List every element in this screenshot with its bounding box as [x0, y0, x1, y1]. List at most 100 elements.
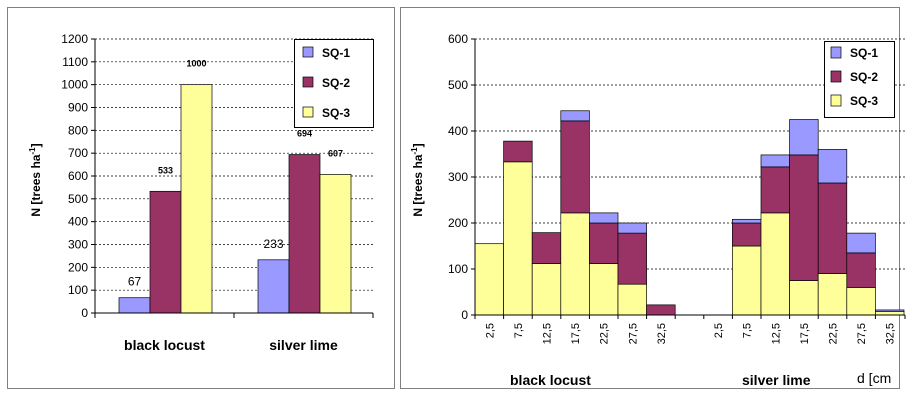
left-y-tick-label: 100: [68, 283, 88, 297]
right-bar-sq-3-10: [760, 212, 790, 316]
left-y-tick-label: 1100: [62, 55, 88, 69]
left-y-tick-label: 1000: [61, 78, 88, 92]
right-legend-swatch-sq3: [830, 94, 842, 107]
right-bar-sq-3-12: [817, 273, 848, 316]
right-x-tick-label: 22,5: [599, 323, 611, 344]
left-y-tick-label: 900: [68, 101, 88, 115]
left-legend-label-sq1: SQ-1: [322, 46, 350, 60]
right-y-tick-label: 200: [448, 216, 468, 230]
right-x-tick-label: 22,5: [828, 323, 840, 344]
left-bar-sq-2-0: [149, 190, 182, 314]
right-y-tick-label: 100: [448, 262, 468, 276]
left-chart: 0 100 200 300 400 500 600 700 800 900 1000 1100 1200…: [28, 32, 374, 353]
right-bar-sq-1-12: [817, 149, 848, 184]
right-bar-sq-3-1: [503, 161, 533, 316]
left-bar-sq-1-1: [257, 259, 290, 314]
left-data-label: 1000: [186, 59, 206, 69]
right-bar-sq-3-2: [531, 263, 562, 316]
right-x-tick-label: 2,5: [713, 323, 725, 338]
left-bar-sq-3-0: [180, 84, 213, 314]
left-legend-swatch-sq1: [302, 46, 314, 58]
right-x-tick-label: 7,5: [513, 323, 525, 338]
left-y-tick-label: 200: [68, 260, 88, 274]
right-y-tick-label: 500: [448, 78, 468, 92]
right-legend-label-sq2: SQ-2: [850, 70, 878, 84]
right-bar-sq-3-3: [560, 212, 590, 316]
right-bar-sq-1-13: [846, 232, 876, 254]
left-legend: SQ-1 SQ-2 SQ-3: [294, 39, 374, 128]
right-x-tick-label: 17,5: [570, 323, 582, 344]
right-bars: [474, 110, 905, 316]
right-bar-sq-3-11: [789, 280, 819, 316]
right-legend-label-sq1: SQ-1: [850, 46, 878, 60]
right-group-label-black-locust: black locust: [510, 372, 591, 388]
left-category-label: silver lime: [269, 337, 338, 353]
right-bar-sq-2-11: [789, 154, 819, 281]
right-bar-sq-1-10: [760, 154, 790, 168]
right-x-tick-label: 32,5: [885, 323, 897, 344]
left-data-label: 233: [263, 237, 283, 251]
left-bar-sq-1-0: [118, 297, 151, 314]
left-bar-sq-2-1: [288, 154, 321, 314]
right-bar-sq-3-14: [875, 310, 905, 316]
right-bar-sq-3-5: [617, 283, 647, 316]
right-bar-sq-2-10: [760, 166, 790, 214]
left-y-tick-label: 500: [68, 192, 88, 206]
right-x-tick-label: 32,5: [656, 323, 668, 344]
right-bar-sq-2-13: [846, 252, 876, 288]
right-legend-label-sq3: SQ-3: [850, 94, 878, 108]
right-bar-sq-1-3: [560, 110, 590, 122]
left-data-labels: 67 533 1000 233 694 607: [128, 59, 343, 289]
left-legend-swatch-sq3: [302, 106, 314, 118]
right-x-axis-label: d [cm: [857, 370, 891, 386]
right-bar-sq-3-4: [589, 263, 619, 316]
right-x-tick-label: 2,5: [484, 323, 496, 338]
right-bar-sq-1-14: [875, 309, 905, 312]
right-x-tick-label: 27,5: [627, 323, 639, 344]
right-y-tick-label: 0: [461, 308, 468, 322]
right-x-tick-label: 17,5: [799, 323, 811, 344]
left-y-tick-label: 700: [68, 146, 88, 160]
right-bar-sq-2-3: [560, 120, 590, 214]
right-bar-sq-2-2: [531, 232, 562, 264]
left-category-label: black locust: [124, 337, 205, 353]
left-legend-swatch-sq2: [302, 76, 314, 88]
right-bar-sq-3-9: [732, 245, 762, 316]
left-y-tick-label: 0: [81, 306, 88, 320]
right-x-tick-label: 12,5: [770, 323, 782, 344]
left-y-tick-label: 600: [68, 169, 88, 183]
left-y-axis-label: N [trees ha-1]: [28, 143, 43, 216]
left-legend-label-sq3: SQ-3: [322, 106, 350, 120]
right-bar-sq-1-11: [789, 119, 819, 156]
right-bar-sq-1-5: [617, 222, 647, 234]
left-y-tick-label: 800: [68, 123, 88, 137]
right-bar-sq-1-4: [589, 212, 619, 224]
right-bar-sq-3-13: [846, 287, 876, 316]
left-data-label: 533: [158, 165, 173, 175]
left-bars: [118, 84, 352, 314]
right-group-label-silver-lime: silver lime: [742, 372, 811, 388]
right-chart: 0 100 200 300 400 500 600 2,5 7,5 12,5 17,5 22,5 27…: [410, 32, 906, 388]
right-x-tick-label: 7,5: [742, 323, 754, 338]
right-x-tick-labels: 2,5 7,5 12,5 17,5 22,5 27,5 32,5 2,5 7,5 12,5 17,5…: [484, 323, 896, 344]
right-x-tick-label: 27,5: [856, 323, 868, 344]
left-data-label: 607: [328, 148, 343, 158]
left-y-tick-label: 300: [68, 238, 88, 252]
right-y-axis-label: N [trees ha-1]: [410, 143, 425, 216]
right-bar-sq-2-12: [817, 182, 848, 274]
right-bar-sq-2-6: [646, 304, 676, 316]
right-legend-swatch-sq1: [830, 46, 842, 59]
right-bar-sq-3-0: [474, 243, 504, 316]
left-y-tick-label: 1200: [61, 32, 88, 46]
right-y-tick-label: 600: [448, 32, 468, 46]
right-x-tick-label: 12,5: [542, 323, 554, 344]
right-legend-swatch-sq2: [830, 70, 842, 83]
left-category-labels: black locust silver lime: [124, 337, 338, 353]
right-y-tick-label: 300: [448, 170, 468, 184]
left-data-label: 67: [128, 275, 142, 289]
left-tick-labels: 0 100 200 300 400 500 600 700 800 900 1000 1100 1200: [61, 32, 95, 320]
left-data-label: 694: [297, 129, 312, 139]
left-y-tick-label: 400: [68, 215, 88, 229]
